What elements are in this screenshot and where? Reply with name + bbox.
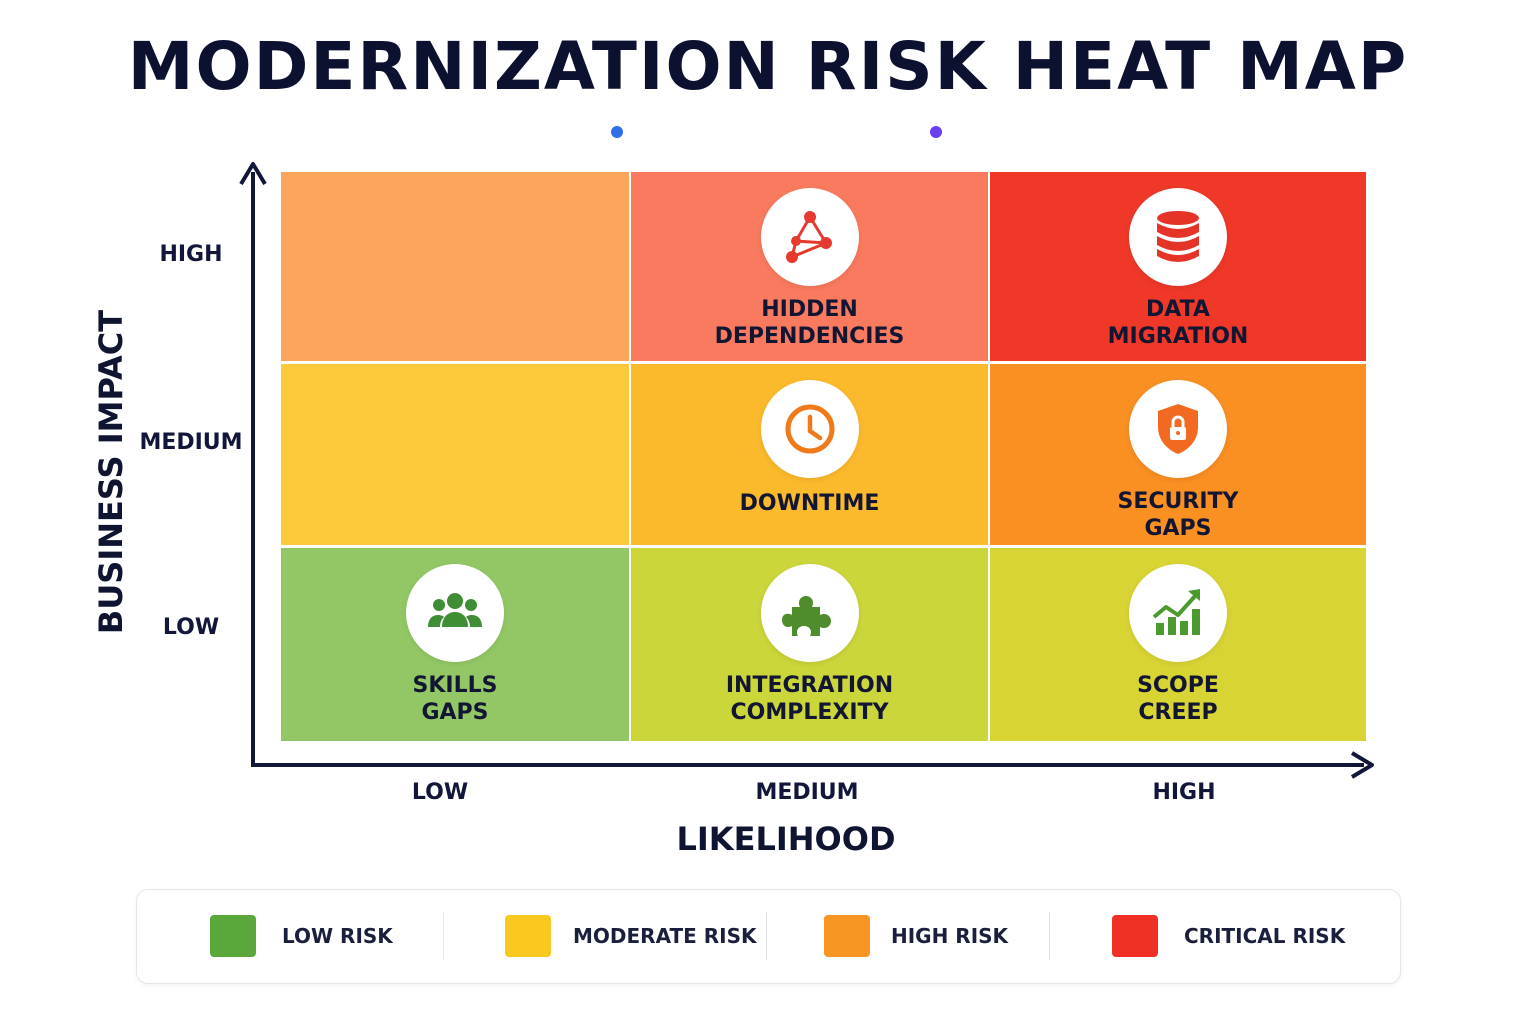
growth-chart-icon [1152, 589, 1200, 635]
legend-divider [443, 912, 444, 960]
network-icon-badge [760, 188, 859, 286]
legend-label-low: LOW RISK [282, 924, 393, 948]
legend: LOW RISK MODERATE RISK HIGH RISK CRITICA… [136, 889, 1401, 984]
risk-item-label-low-medium: INTEGRATION COMPLEXITY [725, 673, 894, 725]
shield-lock-icon [1158, 404, 1198, 454]
legend-label-moderate: MODERATE RISK [573, 924, 757, 948]
network-icon [785, 211, 832, 263]
heatmap-cell-medium-low [281, 364, 629, 545]
x-tick-label-medium: MEDIUM [755, 780, 859, 805]
title-underline [611, 126, 942, 138]
risk-item-label-medium-medium: DOWNTIME [739, 491, 880, 516]
heatmap-cell-high-low [281, 172, 629, 361]
y-tick-label-low: LOW [162, 615, 220, 640]
y-tick-label-medium: MEDIUM [139, 430, 243, 455]
legend-swatch-moderate [505, 915, 551, 957]
x-tick-label-high: HIGH [1152, 780, 1216, 805]
risk-item-label-low-high: SCOPE CREEP [1137, 673, 1219, 725]
risk-item-label-low-low: SKILLS GAPS [412, 673, 498, 725]
x-axis-title: LIKELIHOOD [676, 820, 896, 858]
database-icon-badge [1129, 188, 1227, 286]
legend-label-high: HIGH RISK [891, 924, 1009, 948]
puzzle-icon [781, 596, 831, 636]
legend-divider [1049, 912, 1050, 960]
puzzle-icon-badge [760, 564, 859, 662]
legend-divider [766, 912, 767, 960]
y-axis [239, 162, 267, 767]
x-axis [251, 751, 1374, 779]
x-tick-label-low: LOW [411, 780, 469, 805]
y-tick-label-high: HIGH [159, 242, 223, 267]
risk-item-label-high-medium: HIDDEN DEPENDENCIES [714, 297, 905, 349]
chart-title: MODERNIZATION RISK HEAT MAP [127, 28, 1409, 105]
y-axis-title: BUSINESS IMPACT [92, 309, 130, 635]
team-icon [428, 593, 482, 627]
team-icon-badge [406, 564, 504, 662]
legend-label-critical: CRITICAL RISK [1184, 924, 1346, 948]
risk-item-label-medium-high: SECURITY GAPS [1117, 489, 1239, 541]
legend-swatch-low [210, 915, 256, 957]
risk-item-label-high-high: DATA MIGRATION [1107, 297, 1249, 349]
database-icon [1157, 211, 1199, 262]
shield-lock-icon-badge [1129, 380, 1227, 478]
legend-swatch-critical [1112, 915, 1158, 957]
growth-chart-icon-badge [1129, 564, 1227, 662]
clock-icon-badge [760, 380, 859, 478]
clock-icon [785, 404, 834, 454]
legend-swatch-high [824, 915, 870, 957]
